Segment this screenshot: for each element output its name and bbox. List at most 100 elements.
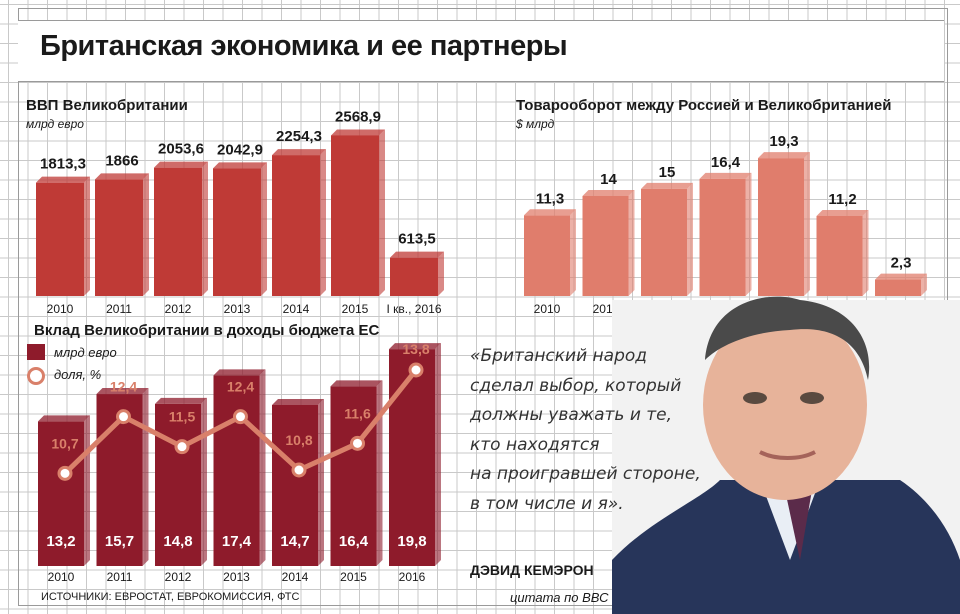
eu-bar-top (330, 380, 383, 387)
gdp-bar (213, 168, 261, 296)
gdp-value-label: 2053,6 (158, 141, 204, 158)
quote-line: «Британский народ (470, 346, 648, 366)
eu-bar-side (259, 369, 266, 566)
eu-share-value-label: 10,7 (51, 435, 78, 451)
gdp-bar-side (202, 161, 208, 296)
gdp-bar-side (84, 176, 90, 296)
trade-bar (524, 215, 570, 296)
eu-x-tick: 2016 (399, 570, 426, 584)
eu-bar-top (96, 388, 149, 395)
trade-chart-unit: $ млрд (516, 117, 555, 131)
eu-share-value-label: 10,8 (285, 432, 312, 448)
eu-bar-top (155, 397, 207, 404)
eu-bar-value-label: 14,8 (163, 533, 192, 550)
gdp-bar-side (261, 162, 267, 296)
gdp-x-tick: 2012 (165, 302, 192, 316)
quote-line: должны уважать и те, (470, 405, 673, 425)
trade-bar-side (921, 273, 927, 296)
quote-source: цитата по ВВС (510, 590, 609, 605)
eu-share-point (174, 439, 190, 455)
eu-bar-value-label: 14,7 (280, 533, 309, 550)
trade-bar-top (758, 152, 810, 159)
trade-bar-side (745, 172, 752, 296)
trade-bar-top (524, 209, 576, 216)
gdp-value-label: 2568,9 (335, 108, 381, 125)
gdp-chart-title: ВВП Великобритании (26, 97, 188, 114)
eu-share-value-label: 11,6 (344, 405, 371, 421)
trade-bar-top (699, 172, 752, 179)
legend-bar-swatch (27, 344, 45, 360)
trade-bar (641, 188, 687, 296)
gdp-bar-top (390, 251, 444, 258)
eu-share-value-label: 13,8 (402, 341, 429, 357)
eu-share-value-label: 12,4 (227, 379, 254, 395)
gdp-bar (36, 182, 84, 296)
gdp-bar-side (320, 149, 326, 296)
gdp-value-label: 2042,9 (217, 141, 263, 158)
trade-value-label: 2,3 (891, 255, 912, 272)
gdp-x-tick: 2010 (47, 302, 74, 316)
trade-value-label: 16,4 (711, 154, 741, 171)
eu-bar-value-label: 16,4 (339, 533, 369, 550)
sources-note: ИСТОЧНИКИ: ЕВРОСТАТ, ЕВРОКОМИССИЯ, ФТС (41, 591, 300, 603)
eu-bar-side (201, 397, 207, 566)
eu-bar-top (389, 343, 441, 350)
eu-share-point (116, 409, 131, 425)
trade-bar-side (804, 152, 810, 296)
trade-bar (816, 216, 863, 296)
eu-bar-side (376, 380, 383, 566)
eu-bar (330, 386, 377, 566)
trade-bar-top (816, 210, 869, 216)
title-box (18, 20, 944, 82)
quote: «Британский народ сделал выбор, который … (470, 342, 720, 519)
gdp-bar (331, 135, 379, 296)
gdp-value-label: 1866 (105, 152, 138, 169)
quote-author: ДЭВИД КЕМЭРОН (470, 562, 594, 578)
gdp-bar-top (36, 176, 90, 183)
eu-bar-side (318, 399, 324, 566)
eu-share-value-label: 11,5 (169, 409, 196, 425)
eu-bar-value-label: 19,8 (397, 533, 426, 550)
eu-x-tick: 2012 (165, 570, 192, 584)
trade-bar-side (628, 190, 635, 296)
eu-x-tick: 2015 (340, 570, 367, 584)
gdp-value-label: 2254,3 (276, 128, 322, 145)
trade-value-label: 11,2 (828, 191, 856, 208)
trade-bar (875, 279, 921, 296)
gdp-bar-top (154, 161, 208, 168)
gdp-bar-side (143, 173, 149, 296)
eu-share-point (233, 409, 248, 425)
eu-bar-side (435, 343, 441, 566)
gdp-bar (154, 167, 202, 296)
eu-bar-value-label: 17,4 (222, 533, 252, 550)
trade-bar-side (862, 210, 869, 296)
trade-chart-title: Товарооборот между Россией и Великобрита… (516, 97, 892, 114)
gdp-bar (272, 155, 320, 296)
legend-line-marker (27, 367, 45, 385)
gdp-bar-side (438, 251, 444, 296)
gdp-bar (390, 257, 438, 296)
eu-share-value-label: 12,4 (110, 379, 137, 395)
eu-bar-top (272, 399, 324, 405)
page-title: Британская экономика и ее партнеры (40, 30, 568, 62)
legend-bar-label: млрд евро (54, 345, 117, 360)
trade-bar (699, 178, 746, 296)
eu-bar (38, 421, 84, 566)
trade-value-label: 14 (600, 171, 617, 188)
eu-bar-side (142, 388, 149, 566)
eu-share-point (408, 362, 424, 378)
eu-chart-title: Вклад Великобритании в доходы бюджета ЕС (34, 322, 380, 339)
eu-bar (272, 405, 318, 566)
gdp-x-tick: 2015 (342, 302, 369, 316)
trade-x-tick: 2010 (534, 302, 561, 316)
quote-line: кто находятся (470, 434, 600, 455)
trade-value-label: 19,3 (769, 133, 798, 150)
trade-bar-top (875, 273, 927, 280)
trade-bar (758, 158, 804, 296)
trade-bar-side (570, 209, 576, 296)
gdp-bar (95, 179, 143, 296)
eu-share-point (350, 435, 365, 451)
eu-share-point (57, 465, 73, 481)
